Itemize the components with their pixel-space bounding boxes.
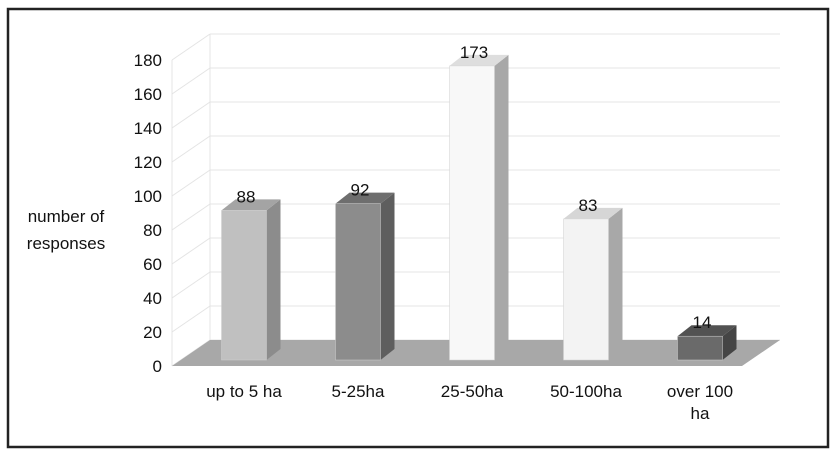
gridline-side [171, 169, 211, 197]
bar-side [608, 207, 623, 360]
bar-1: 88 [221, 187, 281, 361]
y-tick-label: 40 [143, 289, 162, 308]
y-tick-label: 20 [143, 323, 162, 342]
y-axis-ticks: 0 20 40 60 80 100 120 140 160 180 [134, 51, 162, 376]
gridline-side [171, 271, 211, 299]
y-axis-label-line: responses [27, 234, 105, 253]
bar-front [221, 210, 267, 361]
x-category-label: 5-25ha [332, 382, 385, 401]
bar-2: 92 [335, 181, 395, 361]
gridline-side [171, 33, 211, 61]
bar-top [449, 54, 509, 66]
x-axis-categories: up to 5 ha 5-25ha 25-50ha 50-100ha over 100 h… [206, 382, 733, 423]
x-category-label: up to 5 ha [206, 382, 282, 401]
x-category-line: 25-50ha [441, 382, 504, 401]
y-axis-label-line: number of [28, 207, 105, 226]
data-label: 14 [693, 313, 712, 332]
y-tick-label: 0 [153, 357, 162, 376]
y-tick-label: 120 [134, 153, 162, 172]
x-category-label: over 100 ha [667, 382, 733, 423]
x-category-line: 5-25ha [332, 382, 385, 401]
bar-top [221, 199, 281, 211]
y-tick-label: 60 [143, 255, 162, 274]
gridline-side [171, 101, 211, 129]
data-label: 88 [237, 187, 256, 206]
gridline-side [171, 135, 211, 163]
x-category-line: 50-100ha [550, 382, 622, 401]
bar-side [266, 199, 281, 360]
gridline-side [171, 67, 211, 95]
bar-front [335, 203, 381, 361]
data-label: 92 [351, 181, 370, 200]
bars: 88 92 173 83 14 [221, 43, 737, 361]
bar-5: 14 [677, 313, 737, 361]
y-tick-label: 180 [134, 51, 162, 70]
bar-4: 83 [563, 196, 623, 361]
x-category-label: 25-50ha [441, 382, 504, 401]
bar-top [335, 192, 395, 204]
gridline-side [171, 237, 211, 265]
data-label: 173 [460, 43, 488, 62]
x-category-line: ha [691, 404, 710, 423]
y-tick-label: 80 [143, 221, 162, 240]
bar-top [677, 325, 737, 337]
bar-front [449, 65, 495, 361]
bar-side [722, 325, 737, 360]
bar-front [563, 218, 609, 361]
chart-border [6, 7, 830, 449]
bar-3: 173 [449, 43, 509, 361]
bar-side [494, 54, 509, 361]
y-tick-label: 100 [134, 187, 162, 206]
y-tick-label: 140 [134, 119, 162, 138]
y-tick-label: 160 [134, 85, 162, 104]
x-category-line: up to 5 ha [206, 382, 282, 401]
y-axis-label: number of responses [27, 207, 105, 253]
bar-top [563, 207, 623, 219]
bar-side [380, 192, 395, 360]
x-category-label: 50-100ha [550, 382, 622, 401]
x-category-line: over 100 [667, 382, 733, 401]
bar-front [677, 335, 723, 361]
gridline-side [171, 203, 211, 231]
data-label: 83 [579, 196, 598, 215]
gridline-side [171, 305, 211, 333]
